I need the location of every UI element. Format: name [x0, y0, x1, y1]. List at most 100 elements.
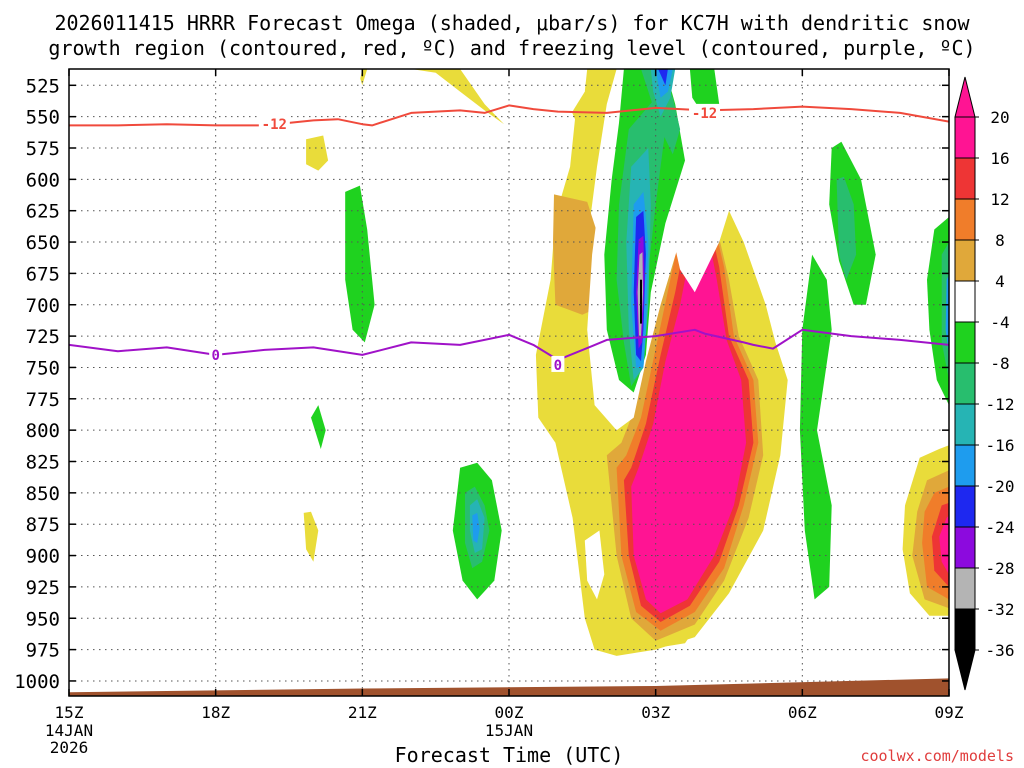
dendritic-growth-top-line — [69, 104, 949, 127]
dendritic-growth-top-label-bg-0 — [258, 115, 290, 132]
colorbar-band-4-to-8 — [954, 239, 976, 282]
freezing-level-label-bg-1 — [551, 355, 565, 372]
colorbar-label-7: -12 — [986, 395, 1015, 414]
x-date-label-1-0: 15JAN — [485, 721, 533, 740]
contour-lines: -12 -12 0 0 — [69, 103, 949, 374]
colorbar: 20 16 12 8 4 -4 -8 -12 -16 -20 -24 -28 -32 -36 — [954, 76, 1015, 691]
colorbar-label-6: -8 — [990, 354, 1009, 373]
y-tick-label-575: 575 — [26, 138, 60, 160]
y-tick-label-675: 675 — [26, 263, 60, 285]
omega-region-15 — [303, 511, 319, 562]
colorbar-band-minus20-to-minus16 — [954, 444, 976, 487]
y-axis: 525 550 575 600 625 650 675 700 725 750 775 800 825 8… — [14, 75, 949, 693]
y-tick-label-600: 600 — [26, 169, 60, 191]
colorbar-label-12: -32 — [986, 600, 1015, 619]
omega-region-50 — [658, 69, 668, 86]
x-date-label-0-0: 14JAN — [45, 721, 93, 740]
credit-label: coolwx.com/models — [860, 747, 1014, 765]
omega-region-36 — [311, 405, 326, 449]
y-tick-label-1000: 1000 — [14, 671, 60, 693]
y-tick-label-700: 700 — [26, 295, 60, 317]
colorbar-band-minus12-to-minus8 — [954, 362, 976, 405]
omega-region-23 — [313, 69, 363, 123]
colorbar-bottom-triangle — [954, 649, 976, 691]
y-tick-label-625: 625 — [26, 201, 60, 223]
x-tick-label-18Z: 18Z — [201, 703, 230, 722]
freezing-level-line — [69, 328, 949, 361]
colorbar-band-8-to-12 — [954, 198, 976, 241]
chart-subtitle: growth region (contoured, red, ºC) and f… — [48, 36, 975, 60]
omega-region-53 — [640, 279, 642, 324]
y-tick-label-650: 650 — [26, 232, 60, 254]
colorbar-label-13: -36 — [986, 641, 1015, 660]
colorbar-band-minus4-to-4 — [954, 280, 976, 323]
omega-shading — [245, 69, 949, 656]
y-tick-label-525: 525 — [26, 75, 60, 97]
y-tick-label-800: 800 — [26, 420, 60, 442]
y-tick-label-850: 850 — [26, 483, 60, 505]
y-tick-label-825: 825 — [26, 452, 60, 474]
chart-title: 2026011415 HRRR Forecast Omega (shaded, … — [54, 11, 970, 35]
colorbar-band-minus8-to-minus4 — [954, 321, 976, 364]
colorbar-label-8: -16 — [986, 436, 1015, 455]
omega-region-48 — [945, 274, 949, 355]
omega-region-20 — [509, 69, 588, 125]
omega-region-12 — [939, 515, 949, 575]
omega-region-32 — [799, 254, 832, 600]
omega-region-7 — [631, 217, 747, 614]
omega-region-13 — [306, 135, 329, 171]
omega-region-25 — [313, 361, 392, 500]
y-tick-label-775: 775 — [26, 389, 60, 411]
omega-region-27 — [584, 530, 605, 600]
colorbar-band-12-to-16 — [954, 157, 976, 200]
dendritic-growth-top-label-bg-1 — [689, 103, 721, 120]
y-tick-label-550: 550 — [26, 107, 60, 129]
omega-region-39 — [836, 176, 857, 280]
colorbar-band-minus24-to-minus20 — [954, 485, 976, 528]
x-tick-label-09Z: 09Z — [935, 703, 964, 722]
colorbar-band-minus32-to-minus28 — [954, 567, 976, 610]
x-tick-label-00Z: 00Z — [495, 703, 524, 722]
colorbar-label-0: 20 — [990, 108, 1009, 127]
freezing-level-label-bg-0 — [209, 345, 223, 362]
colorbar-label-2: 12 — [990, 190, 1009, 209]
terrain-surface — [69, 678, 949, 696]
colorbar-band-minus16-to-minus12 — [954, 403, 976, 446]
x-date-label-0-1: 2026 — [50, 738, 89, 757]
grid-lines — [69, 69, 949, 696]
colorbar-label-5: -4 — [990, 313, 1009, 332]
colorbar-label-10: -24 — [986, 518, 1015, 537]
colorbar-label-11: -28 — [986, 559, 1015, 578]
omega-region-29 — [345, 185, 375, 343]
omega-region-24 — [245, 386, 292, 650]
x-tick-label-03Z: 03Z — [641, 703, 670, 722]
freezing-level-label-0: 0 — [211, 348, 219, 364]
colorbar-label-4: 4 — [995, 272, 1005, 291]
colorbar-label-9: -20 — [986, 477, 1015, 496]
x-tick-label-15Z: 15Z — [55, 703, 84, 722]
omega-region-46 — [655, 69, 673, 98]
dendritic-growth-top-label-0: -12 — [262, 117, 287, 133]
colorbar-band-minus36-to-minus32 — [954, 608, 976, 651]
x-tick-label-21Z: 21Z — [348, 703, 377, 722]
x-axis-label: Forecast Time (UTC) — [395, 743, 624, 767]
y-tick-label-900: 900 — [26, 546, 60, 568]
y-tick-label-750: 750 — [26, 357, 60, 379]
y-tick-label-725: 725 — [26, 326, 60, 348]
colorbar-top-triangle — [954, 76, 976, 118]
freezing-level-label-1: 0 — [554, 358, 562, 374]
colorbar-label-3: 8 — [995, 231, 1005, 250]
y-tick-label-875: 875 — [26, 514, 60, 536]
y-tick-label-950: 950 — [26, 608, 60, 630]
y-tick-label-925: 925 — [26, 577, 60, 599]
omega-region-2 — [411, 69, 505, 125]
x-tick-label-06Z: 06Z — [788, 703, 817, 722]
y-tick-label-975: 975 — [26, 640, 60, 662]
colorbar-band-minus28-to-minus24 — [954, 526, 976, 569]
dendritic-growth-top-label-1: -12 — [692, 106, 717, 122]
colorbar-band-16-to-20 — [954, 116, 976, 159]
terrain-fill — [69, 678, 949, 696]
omega-region-47 — [472, 512, 480, 543]
